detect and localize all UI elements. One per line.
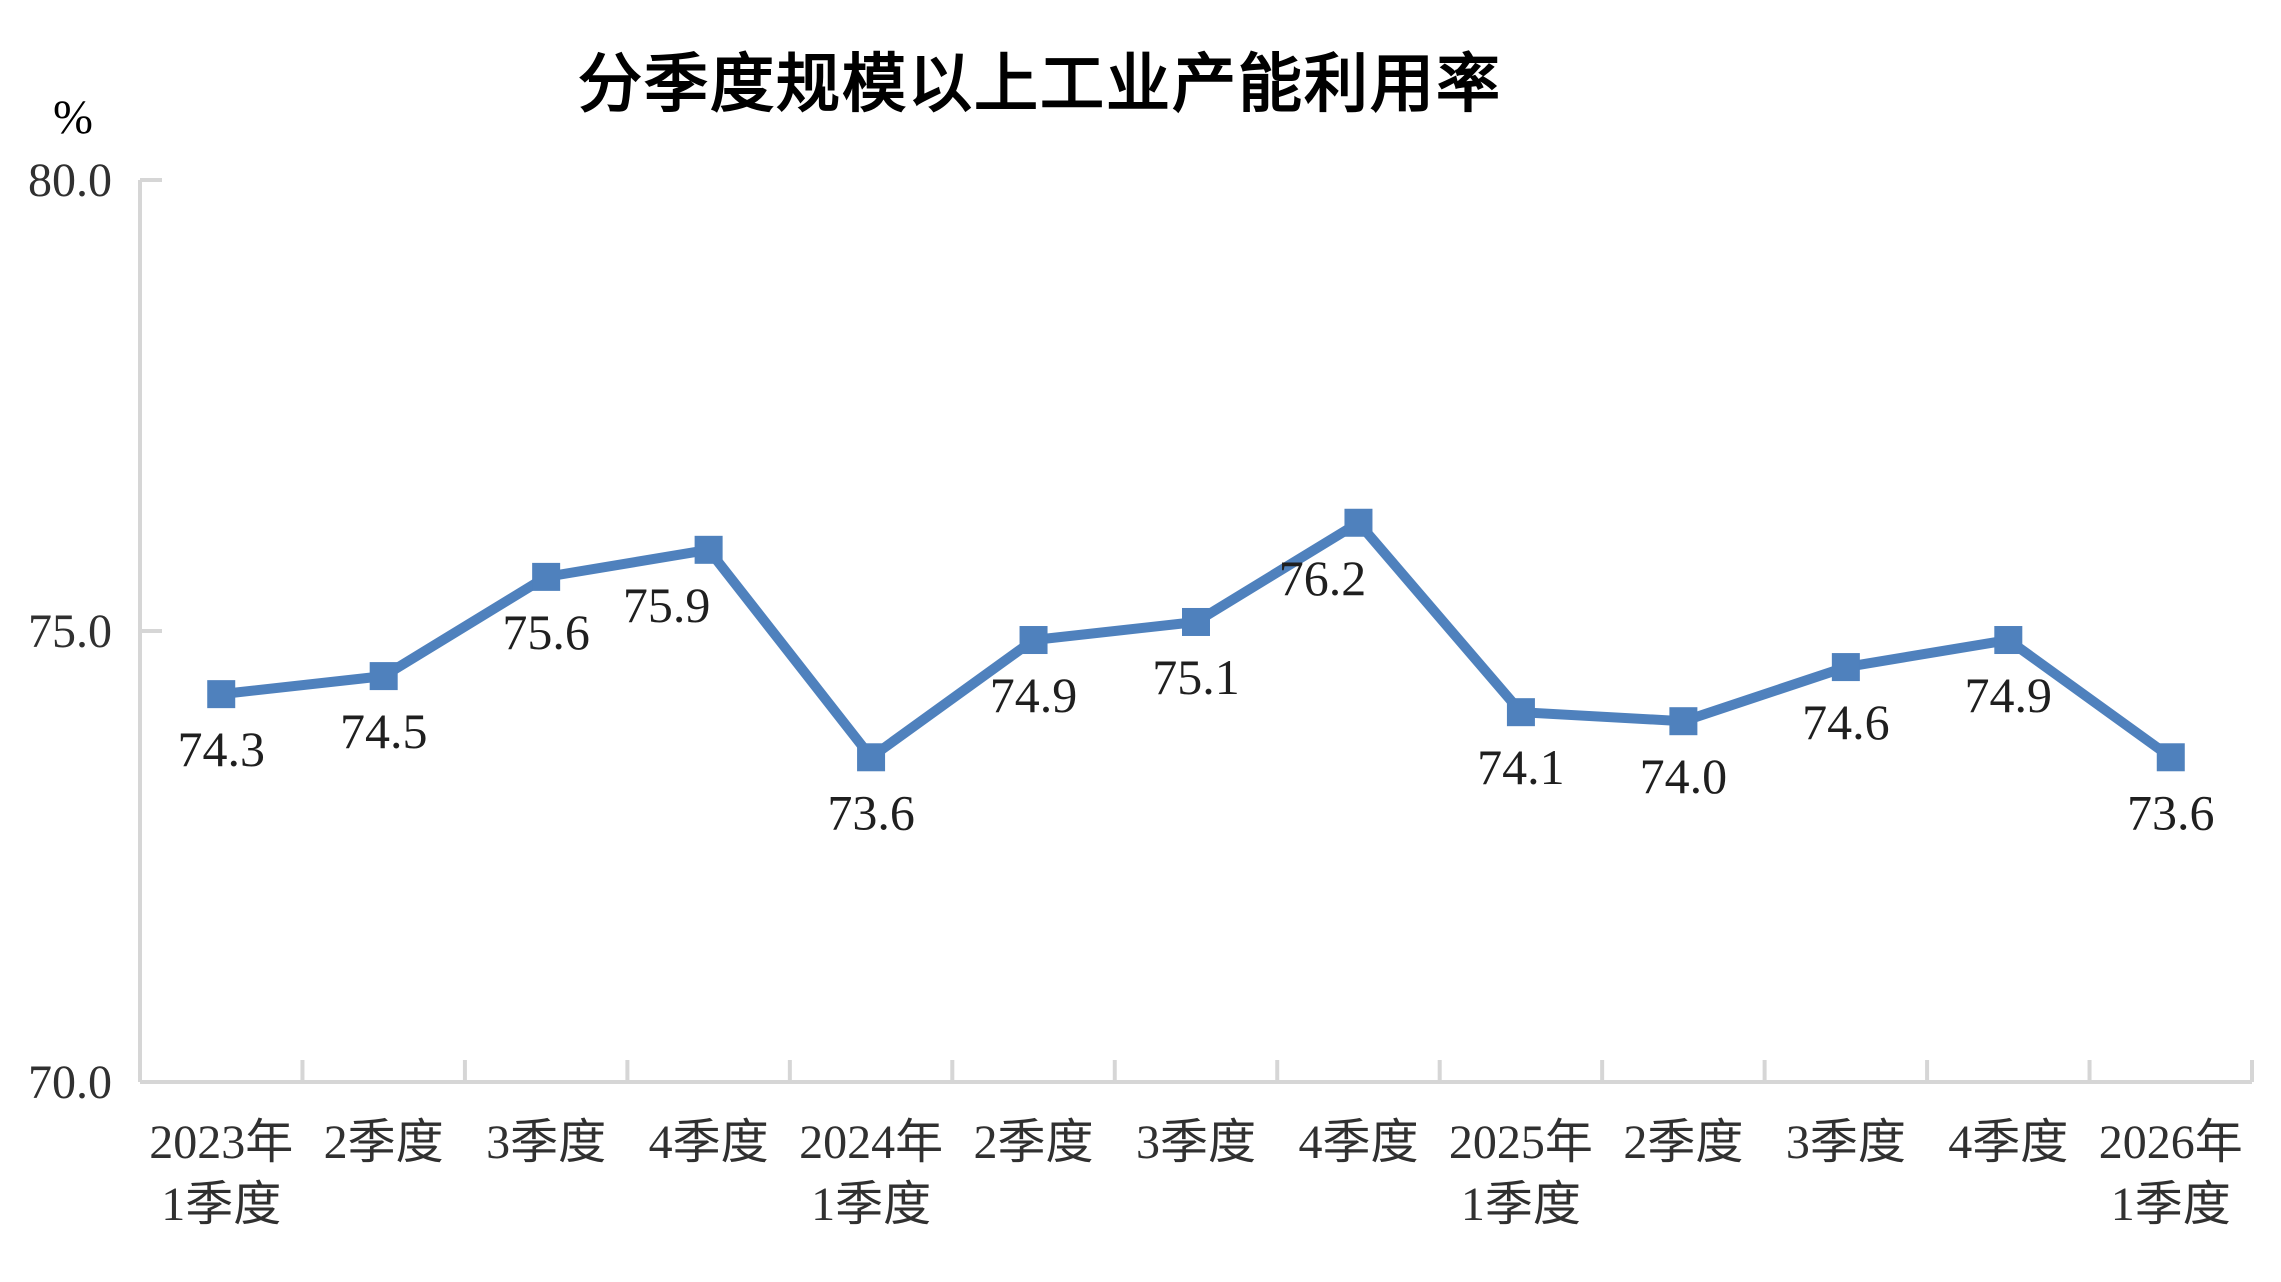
data-point-marker (694, 535, 723, 564)
data-point-label: 74.1 (1477, 739, 1565, 795)
data-point-marker (1506, 698, 1535, 727)
data-point-marker (1994, 626, 2023, 655)
data-point-label: 74.6 (1802, 694, 1890, 750)
x-category-label: 3季度 (1136, 1116, 1256, 1169)
data-point-marker (1669, 707, 1698, 736)
y-axis-tick-labels: 80.0 75.0 70.0 (28, 154, 112, 1109)
data-point-label: 75.9 (623, 577, 711, 633)
x-category-label: 3季度 (486, 1116, 606, 1169)
data-point-marker (2156, 743, 2185, 772)
data-point-label: 75.1 (1152, 649, 1240, 705)
data-point-label: 74.9 (990, 667, 1078, 723)
data-point-label: 75.6 (502, 604, 590, 660)
x-category-label: 2025年 (1449, 1116, 1593, 1169)
x-category-label: 4季度 (649, 1116, 769, 1169)
y-tick-label: 80.0 (28, 154, 112, 207)
y-tick-label: 75.0 (28, 605, 112, 658)
y-axis-unit-label: % (53, 91, 93, 144)
data-series: 74.3 74.5 75.6 75.9 73.6 74.9 75.1 76.2 74.1 74.0… (177, 508, 2215, 840)
data-point-label: 74.9 (1965, 667, 2053, 723)
x-category-label: 1季度 (1461, 1178, 1581, 1231)
x-category-label: 2024年 (799, 1116, 943, 1169)
axes (138, 178, 2254, 1084)
x-category-label: 2季度 (324, 1116, 444, 1169)
data-point-label: 76.2 (1279, 550, 1367, 606)
data-point-label: 74.0 (1640, 748, 1728, 804)
x-category-label: 1季度 (2111, 1178, 2231, 1231)
x-category-label: 2季度 (974, 1116, 1094, 1169)
x-category-label: 1季度 (161, 1178, 281, 1231)
x-category-label: 3季度 (1786, 1116, 1906, 1169)
data-point-label: 74.5 (340, 703, 428, 759)
x-category-label: 2026年 (2099, 1116, 2243, 1169)
data-point-label: 73.6 (2127, 784, 2215, 840)
data-point-marker (857, 743, 886, 772)
x-category-label: 2023年 (149, 1116, 293, 1169)
x-category-label: 1季度 (811, 1178, 931, 1231)
data-point-marker (1831, 653, 1860, 682)
data-point-label: 73.6 (827, 784, 915, 840)
data-point-marker (532, 562, 561, 591)
y-tick-label: 70.0 (28, 1056, 112, 1109)
x-category-label: 4季度 (1948, 1116, 2068, 1169)
data-point-label: 74.3 (177, 721, 265, 777)
data-point-marker (369, 662, 398, 691)
data-point-marker (1344, 508, 1373, 537)
chart-title: 分季度规模以上工业产能利用率 (578, 49, 1502, 120)
x-axis-category-labels: 2023年 1季度 2季度 3季度 4季度 2024年 1季度 2季度 3季度 4季度 2025年 1… (149, 1116, 2243, 1231)
x-category-label: 4季度 (1298, 1116, 1418, 1169)
data-point-marker (207, 680, 236, 709)
x-category-label: 2季度 (1623, 1116, 1743, 1169)
data-point-marker (1182, 607, 1210, 636)
data-point-marker (1019, 626, 1048, 655)
